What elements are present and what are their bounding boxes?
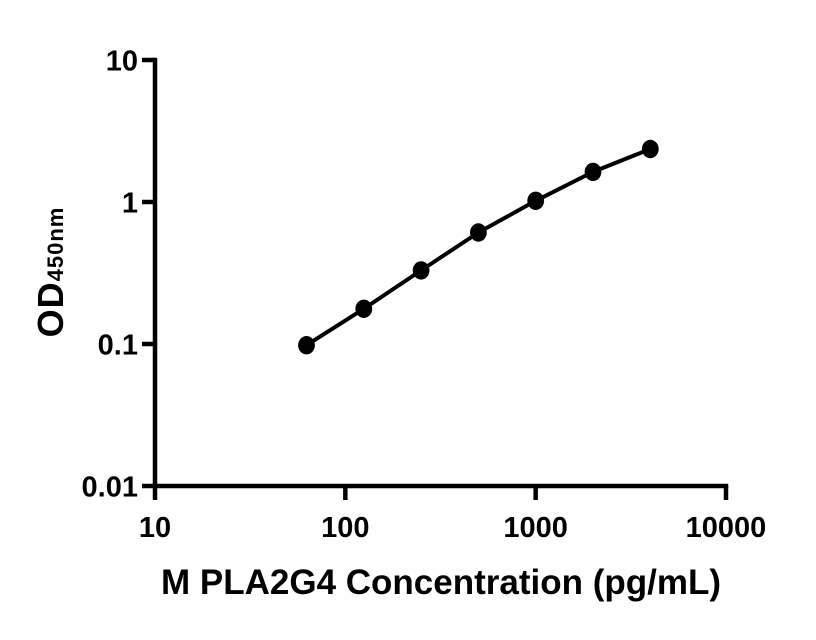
x-axis-title: M PLA2G4 Concentration (pg/mL) <box>161 563 721 602</box>
data-point-marker <box>584 162 602 182</box>
data-point-marker <box>412 261 430 280</box>
x-tick-label: 1000 <box>503 512 568 544</box>
data-point-marker <box>641 139 659 159</box>
y-tick-label: 0.1 <box>98 330 138 362</box>
y-tick-label: 1 <box>122 188 138 220</box>
x-tick-label: 10 <box>139 512 171 544</box>
data-point-marker <box>298 336 315 355</box>
data-point-marker <box>527 191 545 210</box>
data-point-marker <box>470 223 487 242</box>
data-point-marker <box>355 299 373 318</box>
y-axis-label-subscript: 450nm <box>43 206 68 282</box>
x-tick-label: 10000 <box>686 512 767 544</box>
y-axis-label: OD450nm <box>30 206 71 338</box>
x-tick-label: 100 <box>321 512 369 544</box>
y-tick-label: 0.01 <box>82 472 138 504</box>
y-axis-label-main: OD <box>30 281 71 338</box>
y-tick-label: 10 <box>106 46 138 78</box>
